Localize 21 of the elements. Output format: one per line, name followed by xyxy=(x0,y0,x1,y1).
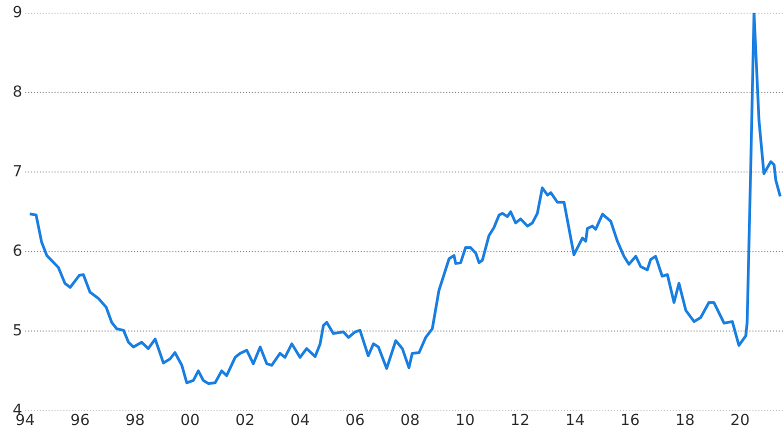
y-tick-label: 8 xyxy=(14,85,22,97)
x-tick-label: 04 xyxy=(291,414,309,426)
x-tick-label: 18 xyxy=(676,414,694,426)
x-tick-label: 12 xyxy=(512,414,528,426)
x-tick-label: 94 xyxy=(16,414,34,426)
y-tick-label: 4 xyxy=(13,404,22,415)
line-series xyxy=(30,12,782,385)
x-tick-label: 00 xyxy=(181,414,199,426)
x-tick-label: 14 xyxy=(566,414,584,426)
x-tick-label: 98 xyxy=(126,414,144,426)
x-tick-label: 06 xyxy=(346,414,364,426)
y-tick-label: 7 xyxy=(14,165,22,176)
y-tick-label: 5 xyxy=(14,324,21,336)
y-tick-label: 9 xyxy=(14,6,22,18)
x-tick-label: 96 xyxy=(71,414,89,426)
x-tick-label: 10 xyxy=(456,414,474,426)
y-tick-label: 6 xyxy=(14,244,22,256)
x-tick-label: 02 xyxy=(236,414,254,426)
x-tick-label: 16 xyxy=(622,414,639,426)
x-tick-label: 20 xyxy=(731,414,749,426)
x-tick-label: 08 xyxy=(401,414,419,426)
